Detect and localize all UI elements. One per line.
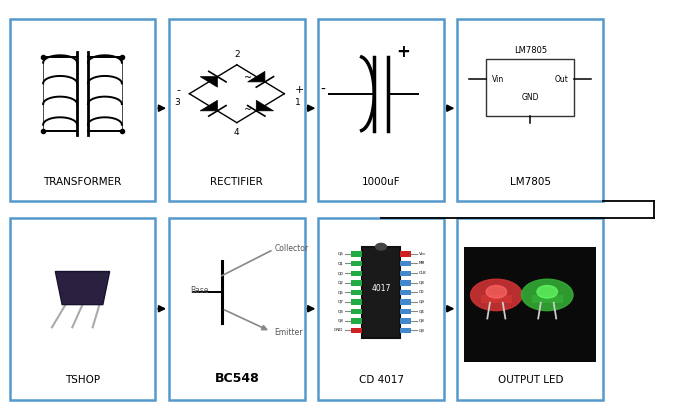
Circle shape — [376, 243, 386, 250]
Text: Q3: Q3 — [337, 309, 343, 313]
FancyBboxPatch shape — [10, 19, 155, 201]
Text: Q8: Q8 — [419, 319, 425, 323]
Bar — [352, 290, 363, 295]
Text: Q8: Q8 — [419, 328, 425, 333]
Text: RECTIFIER: RECTIFIER — [211, 177, 263, 187]
Circle shape — [537, 285, 557, 298]
Bar — [352, 318, 363, 324]
FancyBboxPatch shape — [458, 218, 603, 400]
FancyBboxPatch shape — [318, 218, 444, 400]
FancyBboxPatch shape — [486, 59, 575, 116]
Text: BC548: BC548 — [215, 372, 259, 385]
Text: 1: 1 — [295, 98, 300, 106]
Text: -: - — [176, 85, 181, 95]
Polygon shape — [200, 100, 218, 111]
Bar — [352, 251, 363, 257]
Polygon shape — [200, 77, 218, 87]
Text: Collector: Collector — [274, 244, 308, 253]
Text: Q6: Q6 — [337, 290, 343, 294]
Circle shape — [486, 285, 507, 298]
Text: Vin: Vin — [492, 75, 504, 84]
Text: Vcc: Vcc — [419, 252, 426, 256]
FancyBboxPatch shape — [169, 19, 304, 201]
Text: Q4: Q4 — [419, 309, 424, 313]
Text: TRANSFORMER: TRANSFORMER — [43, 177, 122, 187]
Text: 4017: 4017 — [371, 284, 391, 292]
FancyBboxPatch shape — [458, 19, 603, 201]
FancyBboxPatch shape — [10, 218, 155, 400]
Bar — [352, 299, 363, 305]
Bar — [352, 280, 363, 285]
Bar — [352, 261, 363, 266]
Text: MR: MR — [419, 261, 425, 266]
Circle shape — [471, 279, 522, 310]
Bar — [399, 261, 410, 266]
Bar — [399, 290, 410, 295]
Bar — [352, 328, 363, 334]
Text: Q5: Q5 — [337, 252, 343, 256]
Text: Out: Out — [555, 75, 569, 84]
Circle shape — [521, 279, 573, 310]
Text: TSHOP: TSHOP — [65, 375, 100, 385]
Text: Base: Base — [191, 286, 209, 295]
FancyBboxPatch shape — [318, 19, 444, 201]
Bar — [481, 295, 512, 303]
Bar — [399, 271, 410, 276]
Bar — [399, 309, 410, 314]
Bar — [352, 309, 363, 314]
Text: GND: GND — [521, 93, 539, 102]
FancyBboxPatch shape — [363, 247, 399, 338]
Text: ~: ~ — [244, 105, 252, 115]
Text: +: + — [295, 85, 304, 95]
FancyBboxPatch shape — [464, 247, 596, 362]
Text: -: - — [321, 83, 326, 97]
Text: +: + — [396, 44, 410, 62]
Text: GND: GND — [334, 328, 343, 333]
Text: 2: 2 — [234, 50, 239, 59]
Bar — [399, 280, 410, 285]
Text: Q1: Q1 — [338, 261, 343, 266]
Text: C0: C0 — [419, 290, 424, 294]
Text: Q2: Q2 — [337, 281, 343, 285]
Text: 4: 4 — [234, 128, 239, 137]
Text: Q8: Q8 — [337, 319, 343, 323]
Text: 1000uF: 1000uF — [362, 177, 400, 187]
Text: Emitter: Emitter — [274, 328, 302, 337]
Polygon shape — [55, 272, 109, 305]
Bar — [399, 251, 410, 257]
Polygon shape — [248, 71, 265, 82]
Bar — [399, 328, 410, 334]
Text: 3: 3 — [175, 98, 181, 106]
Bar — [531, 295, 563, 303]
Text: CD 4017: CD 4017 — [358, 375, 404, 385]
Text: ~: ~ — [244, 73, 252, 83]
FancyBboxPatch shape — [169, 218, 304, 400]
Bar — [352, 271, 363, 276]
Bar — [399, 318, 410, 324]
Text: Q9: Q9 — [419, 300, 425, 304]
Bar — [399, 299, 410, 305]
Text: Q0: Q0 — [337, 271, 343, 275]
Text: LM7805: LM7805 — [514, 46, 547, 55]
Text: OUTPUT LED: OUTPUT LED — [497, 375, 563, 385]
Text: Q8: Q8 — [419, 281, 425, 285]
Text: Q7: Q7 — [337, 300, 343, 304]
Text: CLK: CLK — [419, 271, 426, 275]
Text: LM7805: LM7805 — [510, 177, 551, 187]
Polygon shape — [256, 100, 274, 111]
